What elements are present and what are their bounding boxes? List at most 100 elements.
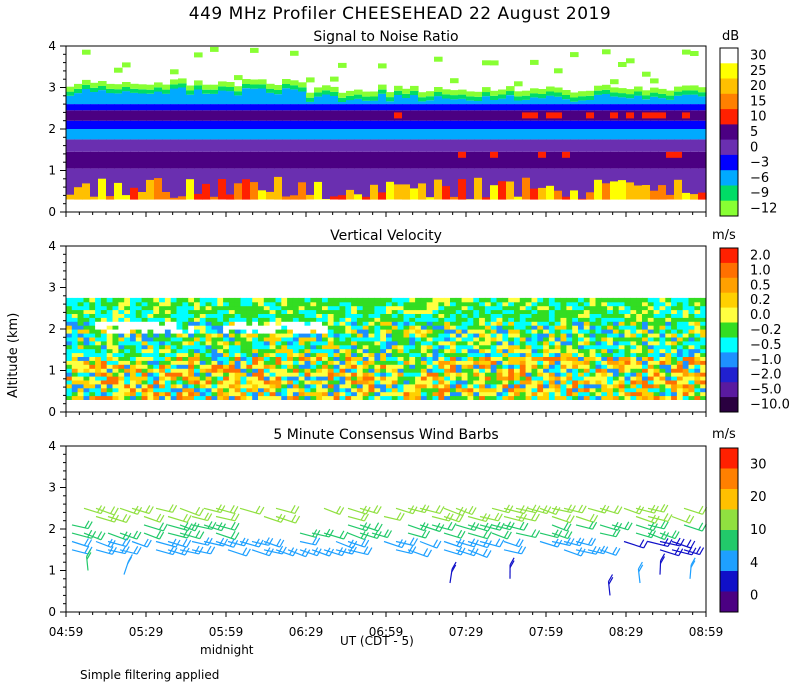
velocity-cell <box>607 356 614 361</box>
velocity-cell <box>333 352 340 357</box>
velocity-cell <box>554 329 561 334</box>
snr-cell <box>74 110 83 121</box>
velocity-cell <box>409 333 416 338</box>
snr-cell <box>402 151 411 169</box>
wind-barb-feather <box>186 515 192 523</box>
velocity-cell <box>205 391 212 397</box>
velocity-cell <box>601 383 608 389</box>
velocity-cell <box>77 325 84 330</box>
snr-cell <box>362 91 371 97</box>
snr-cell <box>698 168 707 200</box>
snr-cell <box>322 129 331 140</box>
velocity-cell <box>514 325 521 330</box>
velocity-cell <box>671 317 678 322</box>
velocity-cell <box>118 368 125 373</box>
wind-barb-feather <box>360 512 366 521</box>
snr-cell <box>258 120 267 129</box>
velocity-cell <box>438 364 445 369</box>
velocity-cell <box>141 337 148 342</box>
velocity-cell <box>71 325 79 330</box>
snr-cell <box>122 120 131 129</box>
snr-cell <box>186 179 195 200</box>
velocity-cell <box>287 360 294 365</box>
wind-barb-feather <box>470 522 476 530</box>
snr-cell <box>370 184 379 200</box>
velocity-cell <box>95 337 102 342</box>
velocity-cell <box>531 313 538 318</box>
snr-cell <box>122 110 131 121</box>
velocity-cell <box>130 321 137 326</box>
velocity-cell <box>135 340 143 346</box>
velocity-cell <box>583 317 591 322</box>
velocity-cell <box>287 395 294 400</box>
velocity-cell <box>391 325 399 330</box>
snr-cell <box>482 60 491 66</box>
velocity-cell <box>205 333 212 338</box>
colorbar-label: −2.0 <box>750 368 782 383</box>
velocity-cell <box>281 305 288 311</box>
wind-barb-feather <box>423 548 429 556</box>
snr-cell <box>90 168 99 200</box>
velocity-cell <box>537 364 544 369</box>
snr-cell <box>634 86 643 92</box>
velocity-cell <box>339 380 346 385</box>
velocity-cell <box>106 321 113 326</box>
velocity-cell <box>188 360 195 365</box>
velocity-cell <box>595 360 602 365</box>
velocity-cell <box>380 333 387 338</box>
colorbar-label: −0.2 <box>750 323 782 338</box>
velocity-cell <box>554 376 561 381</box>
velocity-cell <box>432 387 439 393</box>
snr-cell <box>394 151 403 169</box>
snr-cell <box>314 87 323 93</box>
snr-cell <box>226 82 235 87</box>
snr-cell <box>442 151 451 169</box>
wind-barb-feather <box>222 538 229 547</box>
wind-barb-feather <box>194 523 200 532</box>
velocity-cell <box>327 368 335 373</box>
wind-barb-feather <box>207 521 213 529</box>
snr-cell <box>618 62 627 67</box>
wind-barb-feather <box>367 547 373 555</box>
snr-cell <box>162 104 171 111</box>
velocity-cell <box>176 297 183 303</box>
velocity-cell <box>95 356 102 361</box>
velocity-cell <box>135 387 143 393</box>
wind-barb-feather <box>383 529 389 537</box>
velocity-cell <box>66 325 73 330</box>
velocity-cell <box>490 364 497 369</box>
velocity-cell <box>537 321 544 326</box>
velocity-cell <box>642 383 649 389</box>
velocity-cell <box>671 301 678 307</box>
snr-cell <box>266 120 275 129</box>
snr-cell <box>258 104 267 111</box>
velocity-cell <box>112 305 119 311</box>
velocity-cell <box>199 376 207 381</box>
snr-cell <box>370 168 379 200</box>
velocity-cell <box>252 333 259 338</box>
snr-cell <box>266 191 275 200</box>
snr-cell <box>106 93 115 105</box>
velocity-cell <box>700 333 707 338</box>
velocity-cell <box>647 313 655 318</box>
velocity-cell <box>566 364 573 369</box>
velocity-cell <box>612 383 620 389</box>
velocity-cell <box>252 364 259 369</box>
snr-cell <box>226 87 235 92</box>
velocity-cell <box>298 356 305 361</box>
velocity-cell <box>688 317 695 322</box>
velocity-cell <box>100 333 108 338</box>
velocity-cell <box>356 348 364 354</box>
velocity-cell <box>362 380 369 385</box>
velocity-cell <box>438 344 445 350</box>
velocity-cell <box>391 380 399 385</box>
velocity-cell <box>135 395 143 400</box>
velocity-cell <box>450 364 457 369</box>
velocity-cell <box>159 309 166 314</box>
velocity-cell <box>595 340 602 346</box>
velocity-cell <box>100 344 108 350</box>
velocity-cell <box>292 387 300 393</box>
velocity-cell <box>287 309 294 314</box>
velocity-cell <box>153 348 160 354</box>
snr-cell <box>514 151 523 169</box>
